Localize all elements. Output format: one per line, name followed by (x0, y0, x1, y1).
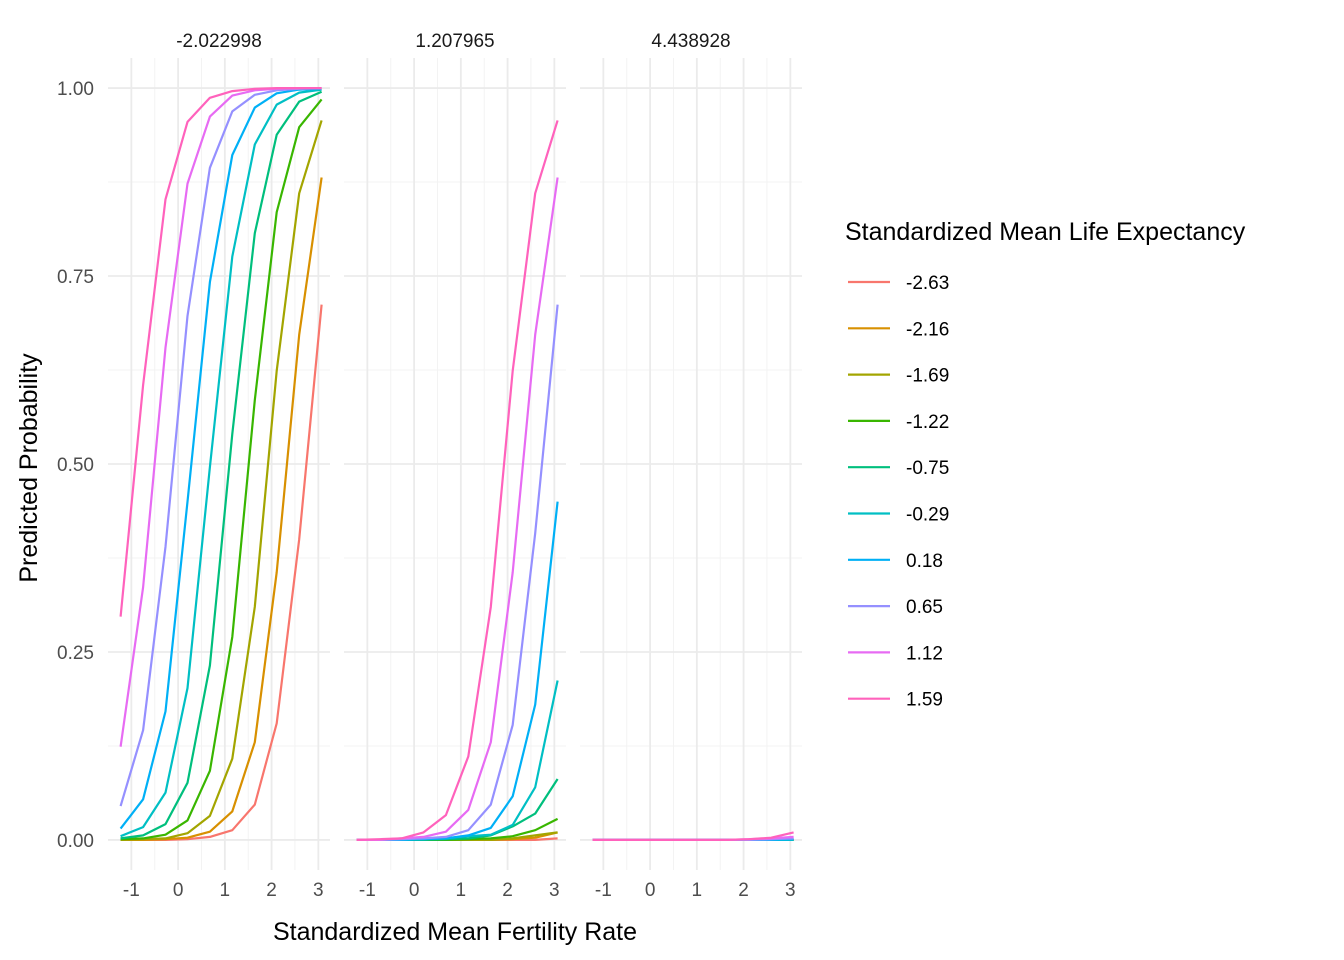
x-tick-label: 3 (313, 880, 324, 901)
legend-label--2.16: -2.16 (906, 319, 949, 340)
chart-panels: -2.022998 -1 0 1 2 3 1.207965 -1 0 1 2 3 4.438928 -1 0… (108, 31, 802, 901)
series-line-0.18 (356, 501, 559, 842)
series-line--0.29 (356, 680, 559, 842)
x-tick-label: -1 (595, 880, 612, 901)
x-axis-title: Standardized Mean Fertility Rate (273, 918, 637, 946)
series-line-1.59 (356, 120, 559, 841)
legend: Standardized Mean Life Expectancy -2.63 -… (845, 218, 1246, 711)
y-tick-label: 0.50 (57, 455, 94, 476)
legend-label-0.18: 0.18 (906, 551, 943, 572)
legend-label-1.59: 1.59 (906, 690, 943, 711)
x-tick-label: 1 (220, 880, 231, 901)
panel-strip-label: -2.022998 (176, 31, 262, 52)
x-tick-label: 2 (266, 880, 277, 901)
legend-label--1.22: -1.22 (906, 412, 949, 433)
series-line--0.29 (120, 88, 322, 838)
legend-label--0.29: -0.29 (906, 505, 949, 526)
x-tick-label: -1 (359, 880, 376, 901)
panel-3: 4.438928 -1 0 1 2 3 (580, 31, 802, 901)
legend-label--1.69: -1.69 (906, 366, 949, 387)
series-line-0.65 (356, 304, 559, 842)
series-line--1.22 (120, 98, 323, 841)
legend-title: Standardized Mean Life Expectancy (845, 218, 1246, 246)
series-line--0.75 (120, 90, 323, 840)
y-tick-label: 0.25 (57, 643, 94, 664)
y-tick-label: 1.00 (57, 79, 94, 100)
x-tick-label: -1 (123, 880, 140, 901)
y-tick-label: 0.75 (57, 267, 94, 288)
series-line-0.18 (119, 87, 322, 830)
panel-1: -2.022998 -1 0 1 2 3 (108, 31, 330, 901)
y-axis: 0.00 0.25 0.50 0.75 1.00 (57, 79, 94, 852)
series-line-1.59 (592, 831, 794, 842)
series-line--1.69 (120, 120, 323, 841)
y-axis-title: Predicted Probability (15, 353, 43, 583)
panel-strip-label: 1.207965 (415, 31, 494, 52)
legend-label--0.75: -0.75 (906, 458, 949, 479)
series-line-1.59 (119, 86, 322, 617)
panel-strip-label: 4.438928 (651, 31, 730, 52)
x-tick-label: 1 (692, 880, 703, 901)
x-tick-label: 0 (409, 880, 420, 901)
x-tick-label: 0 (645, 880, 656, 901)
legend-label-0.65: 0.65 (906, 597, 943, 618)
y-tick-label: 0.00 (57, 831, 94, 852)
x-tick-label: 2 (738, 880, 749, 901)
x-tick-label: 1 (456, 880, 467, 901)
panel-2: 1.207965 -1 0 1 2 3 (344, 31, 566, 901)
x-tick-label: 0 (173, 880, 184, 901)
x-tick-label: 2 (502, 880, 513, 901)
x-tick-label: 3 (549, 880, 560, 901)
legend-label-1.12: 1.12 (906, 643, 943, 664)
x-tick-label: 3 (785, 880, 796, 901)
series-line--2.63 (120, 304, 323, 842)
legend-label--2.63: -2.63 (906, 273, 949, 294)
